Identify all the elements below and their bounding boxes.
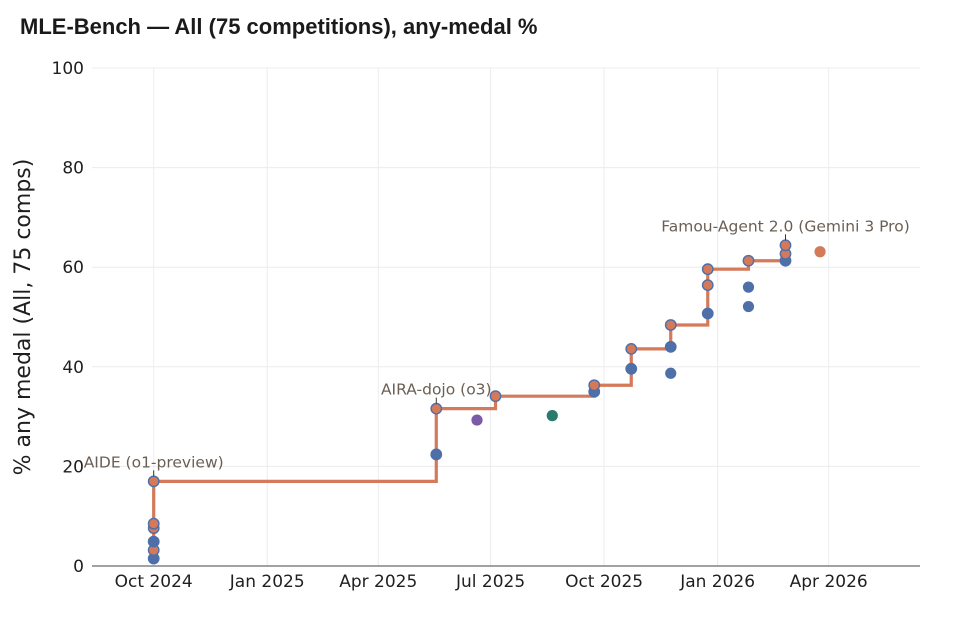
data-point	[779, 239, 792, 252]
points-layer	[147, 239, 826, 565]
grid-layer	[92, 67, 920, 566]
data-point	[742, 254, 755, 267]
x-tick-label: Oct 2025	[565, 572, 643, 592]
data-point	[147, 475, 160, 488]
data-point	[147, 535, 160, 548]
data-point	[625, 362, 638, 375]
data-point	[664, 340, 677, 353]
y-tick-label: 20	[62, 457, 84, 477]
data-point	[814, 246, 826, 258]
data-point	[147, 517, 160, 530]
x-tick-label: Apr 2025	[339, 572, 417, 592]
x-axis-ticks: Oct 2024 Jan 2025 Apr 2025 Jul 2025 Oct 2025…	[115, 572, 868, 592]
data-point	[625, 342, 638, 355]
annotation-label: Famou-Agent 2.0 (Gemini 3 Pro)	[661, 217, 910, 235]
data-point	[701, 263, 714, 276]
data-point	[588, 379, 601, 392]
annotation-label: AIDE (o1-preview)	[84, 453, 224, 471]
data-point	[665, 367, 677, 379]
chart-title: MLE-Bench — All (75 competitions), any-m…	[20, 14, 538, 39]
data-point	[701, 279, 714, 292]
frontier-step-line	[152, 259, 786, 564]
data-point	[471, 414, 483, 426]
y-tick-label: 80	[62, 159, 84, 179]
annotation-label: AIRA-dojo (o3)	[381, 381, 492, 399]
data-point	[489, 390, 502, 403]
x-tick-label: Jan 2026	[679, 572, 755, 592]
y-axis-ticks: 0 20 40 60 80 100	[52, 59, 84, 577]
x-tick-label: Oct 2024	[115, 572, 193, 592]
data-point	[742, 281, 755, 293]
y-tick-label: 0	[73, 557, 84, 577]
data-point	[742, 300, 755, 313]
y-tick-label: 40	[62, 358, 84, 378]
annotations-layer: AIDE (o1-preview) AIRA-dojo (o3) Famou-Age…	[84, 217, 910, 477]
x-tick-label: Jan 2025	[229, 572, 305, 592]
x-tick-label: Jul 2025	[455, 572, 525, 592]
data-point	[664, 319, 677, 331]
data-point	[546, 410, 558, 422]
y-tick-label: 60	[62, 258, 84, 278]
data-point	[701, 307, 714, 320]
y-tick-label: 100	[52, 59, 84, 79]
data-point	[430, 448, 443, 461]
y-axis-title: % any medal (All, 75 comps)	[11, 159, 36, 476]
frontier-layer	[152, 259, 786, 564]
data-point	[430, 402, 443, 415]
x-tick-label: Apr 2026	[790, 572, 868, 592]
